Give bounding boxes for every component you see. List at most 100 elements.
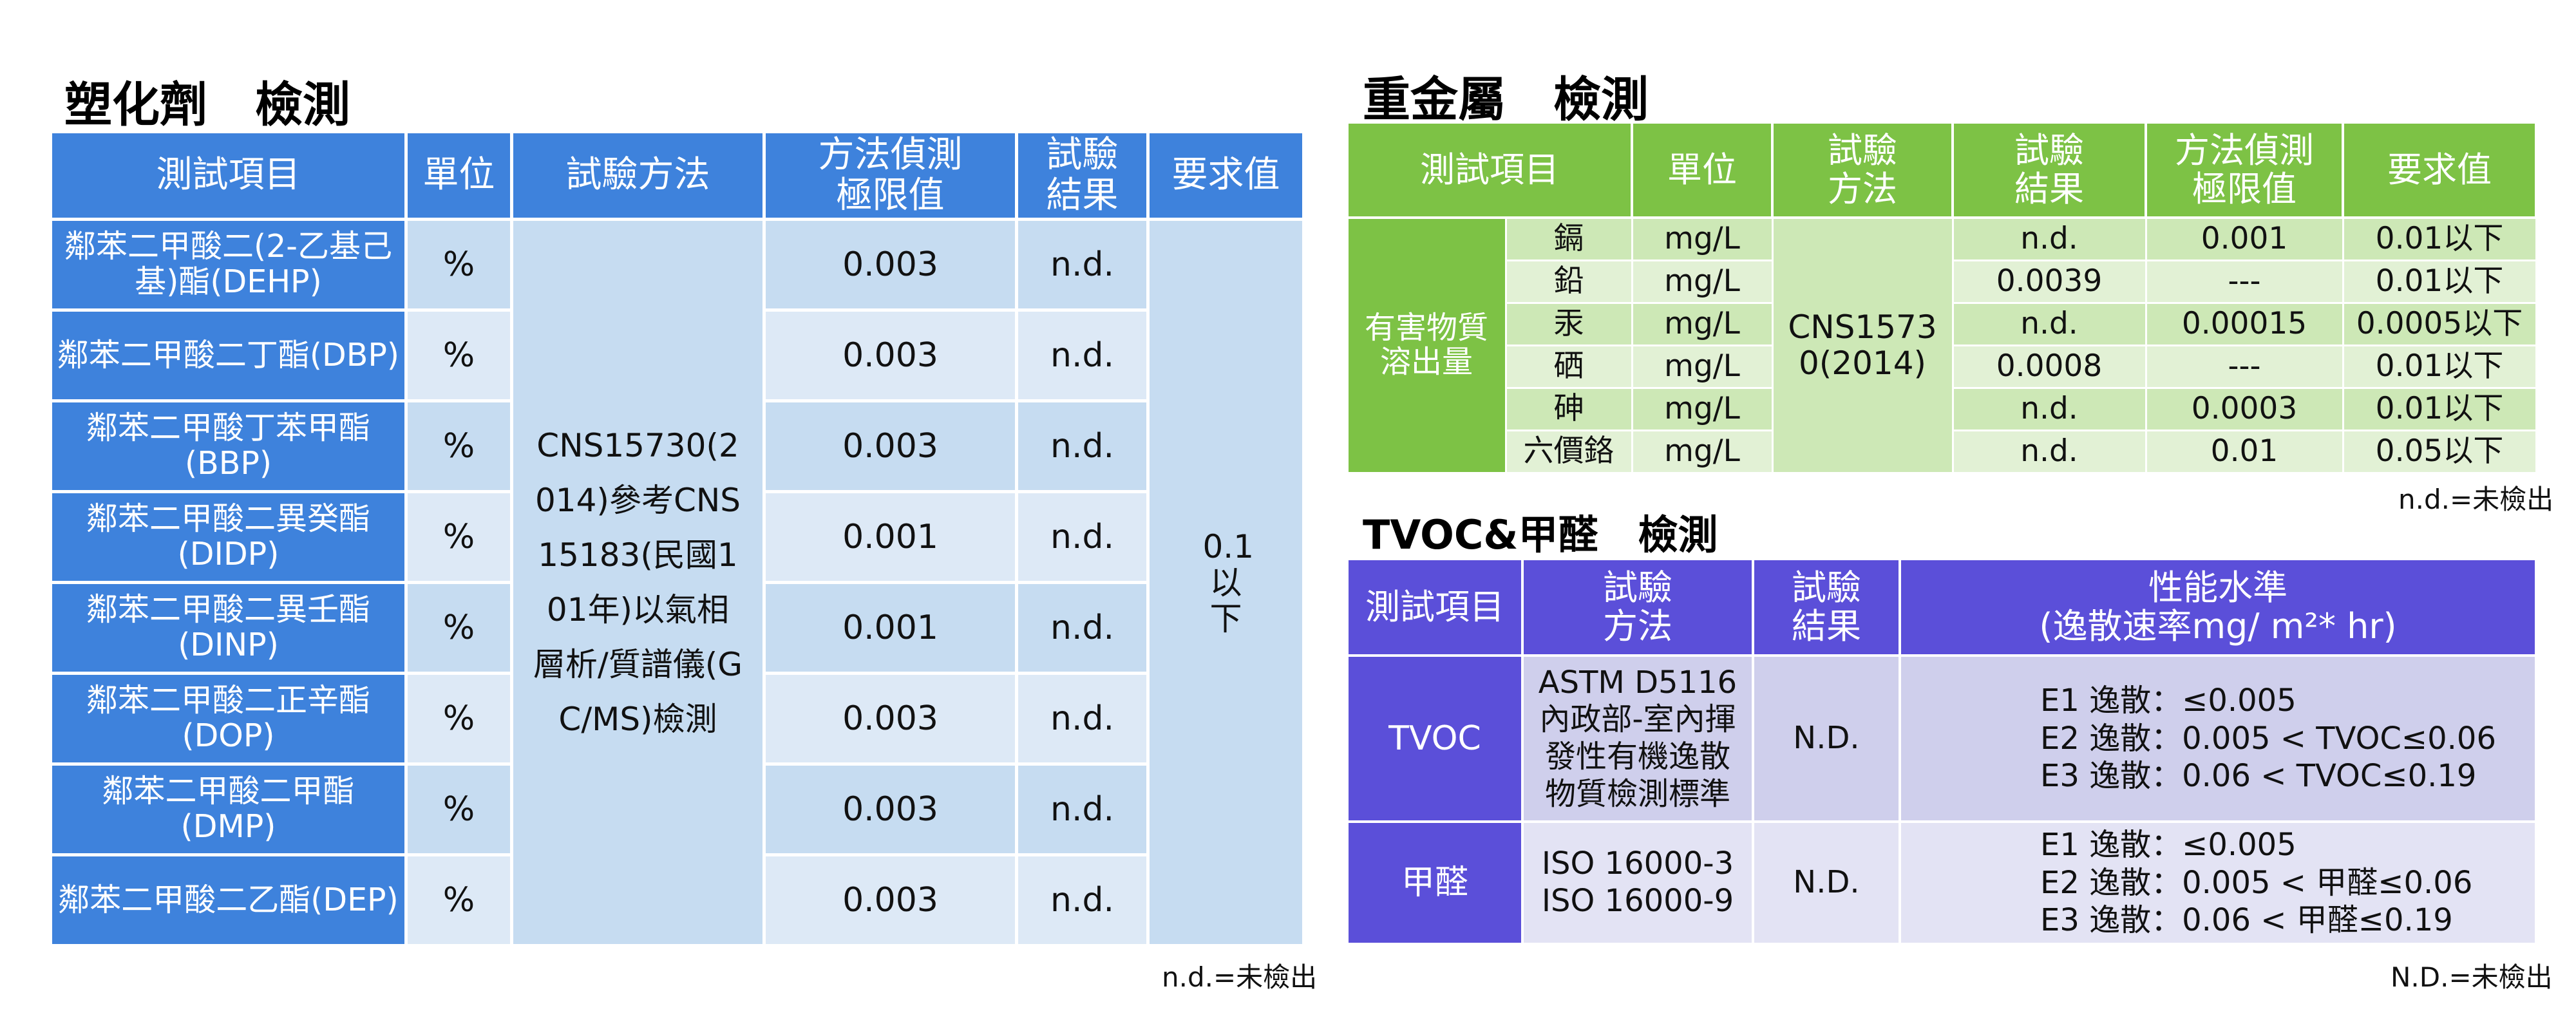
table-row: 甲醛 ISO 16000-3 ISO 16000-9 N.D. E1 逸散：≤0… [1346,820,2537,945]
header-item: 測試項目 [1346,121,1633,219]
item-cell: 鉛 [1504,259,1633,304]
limit-cell: 0.003 [762,308,1018,402]
limit-cell: 0.001 [762,490,1018,584]
requirement-cell: 0.01以下 [2342,344,2537,389]
unit-cell: mg/L [1631,344,1774,389]
header-row: 測試項目 試驗方法 試驗結果 性能水準 (逸散速率mg/ m²* hr) [1346,558,2537,657]
unit-cell: % [404,762,513,856]
method-cell: CNS15730(2014) [1771,216,1954,474]
method-cell: ISO 16000-3 ISO 16000-9 [1521,820,1754,945]
result-cell: n.d. [1015,490,1150,584]
header-result: 試驗結果 [1015,130,1150,221]
limit-cell: 0.001 [2145,216,2344,261]
result-cell: N.D. [1752,820,1901,945]
limit-cell: 0.0003 [2145,386,2344,431]
plasticizer-title: 塑化劑 檢測 [64,77,350,133]
requirement-cell: 0.01以下 [2342,216,2537,261]
unit-cell: mg/L [1631,386,1774,431]
header-item: 測試項目 [1346,558,1524,657]
limit-cell: 0.01 [2145,429,2344,474]
item-cell: 鎘 [1504,216,1633,261]
unit-cell: mg/L [1631,429,1774,474]
table-row: 鄰苯二甲酸丁苯甲酯(BBP) % 0.003 n.d. [49,399,1304,493]
item-cell: 砷 [1504,386,1633,431]
method-cell: CNS15730(2014)參考CNS15183(民國101年)以氣相層析/質譜… [510,218,766,947]
performance-cell: E1 逸散：≤0.005 E2 逸散：0.005 < TVOC≤0.06 E3 … [1899,654,2537,823]
header-requirement: 要求值 [2342,121,2537,219]
item-cell: 鄰苯二甲酸二甲酯(DMP) [49,762,408,856]
result-cell: 0.0008 [1951,344,2147,389]
header-item: 測試項目 [49,130,408,221]
limit-cell: 0.001 [762,581,1018,675]
header-result: 試驗結果 [1951,121,2147,219]
limit-cell: --- [2145,344,2344,389]
unit-cell: % [404,490,513,584]
table-row: 鄰苯二甲酸二異癸酯(DIDP) % 0.001 n.d. [49,490,1304,584]
item-cell: 汞 [1504,301,1633,346]
table-row: 砷 mg/L n.d. 0.0003 0.01以下 [1347,386,2537,431]
item-cell: 鄰苯二甲酸二乙酯(DEP) [49,853,408,947]
limit-cell: --- [2145,259,2344,304]
table-row: 六價鉻 mg/L n.d. 0.01 0.05以下 [1347,429,2537,474]
unit-cell: mg/L [1631,216,1774,261]
unit-cell: mg/L [1631,301,1774,346]
item-cell: 六價鉻 [1504,429,1633,474]
tvoc-table: 測試項目 試驗方法 試驗結果 性能水準 (逸散速率mg/ m²* hr) TVO… [1346,558,2537,945]
header-limit: 方法偵測極限值 [762,130,1018,221]
table-row: 鉛 mg/L 0.0039 --- 0.01以下 [1347,259,2537,304]
item-cell: 鄰苯二甲酸二異壬酯(DINP) [49,581,408,675]
result-cell: n.d. [1951,429,2147,474]
requirement-cell: 0.1以下 [1146,218,1305,947]
result-cell: 0.0039 [1951,259,2147,304]
result-cell: n.d. [1015,218,1150,312]
header-requirement: 要求值 [1146,130,1305,221]
group-label-cell: 有害物質溶出量 [1346,216,1507,474]
table-row: 硒 mg/L 0.0008 --- 0.01以下 [1347,344,2537,389]
result-cell: n.d. [1015,308,1150,402]
result-cell: n.d. [1951,216,2147,261]
result-cell: n.d. [1015,399,1150,493]
limit-cell: 0.00015 [2145,301,2344,346]
item-cell: 鄰苯二甲酸丁苯甲酯(BBP) [49,399,408,493]
header-row: 測試項目 單位 試驗方法 方法偵測極限值 試驗結果 要求值 [49,130,1305,221]
result-cell: n.d. [1015,853,1150,947]
item-cell: 硒 [1504,344,1633,389]
item-cell: 鄰苯二甲酸二正辛酯(DOP) [49,672,408,766]
result-cell: n.d. [1951,386,2147,431]
limit-cell: 0.003 [762,853,1018,947]
header-performance-title: 性能水準 [2148,567,2287,608]
tvoc-note: N.D.=未檢出 [2391,961,2553,993]
requirement-cell: 0.01以下 [2342,259,2537,304]
unit-cell: % [404,581,513,675]
header-limit: 方法偵測極限值 [2145,121,2344,219]
unit-cell: % [404,308,513,402]
result-cell: n.d. [1015,581,1150,675]
item-cell: 甲醛 [1346,820,1524,945]
limit-cell: 0.003 [762,399,1018,493]
table-row: TVOC ASTM D5116 內政部-室內揮 發性有機逸散 物質檢測標準 N.… [1346,654,2537,823]
result-cell: N.D. [1752,654,1901,823]
plasticizer-note: n.d.=未檢出 [1162,961,1318,993]
heavy-metal-note: n.d.=未檢出 [2398,484,2554,515]
result-cell: n.d. [1015,762,1150,856]
heavy-metal-table: 測試項目 單位 試驗方法 試驗結果 方法偵測極限值 要求值 有害物質溶出量 鎘 … [1346,121,2537,474]
performance-cell: E1 逸散：≤0.005 E2 逸散：0.005 < 甲醛≤0.06 E3 逸散… [1899,820,2537,945]
header-result: 試驗結果 [1752,558,1901,657]
header-unit: 單位 [1631,121,1774,219]
item-cell: 鄰苯二甲酸二異癸酯(DIDP) [49,490,408,584]
unit-cell: % [404,672,513,766]
requirement-cell: 0.01以下 [2342,386,2537,431]
result-cell: n.d. [1015,672,1150,766]
table-row: 鄰苯二甲酸二甲酯(DMP) % 0.003 n.d. [49,762,1304,856]
tvoc-title: TVOC&甲醛 檢測 [1363,511,1718,558]
unit-cell: mg/L [1631,259,1774,304]
table-row: 有害物質溶出量 鎘 mg/L CNS15730(2014) n.d. 0.001… [1346,216,2537,474]
table-row: 鄰苯二甲酸二丁酯(DBP) % 0.003 n.d. [49,308,1304,402]
table-row: 鄰苯二甲酸二異壬酯(DINP) % 0.001 n.d. [49,581,1304,675]
header-row: 測試項目 單位 試驗方法 試驗結果 方法偵測極限值 要求值 [1346,121,2537,219]
unit-cell: % [404,218,513,312]
table-row: 汞 mg/L n.d. 0.00015 0.0005以下 [1347,301,2537,346]
table-row: 鄰苯二甲酸二正辛酯(DOP) % 0.003 n.d. [49,672,1304,766]
requirement-cell: 0.0005以下 [2342,301,2537,346]
table-row: 鄰苯二甲酸二乙酯(DEP) % 0.003 n.d. [49,853,1304,947]
